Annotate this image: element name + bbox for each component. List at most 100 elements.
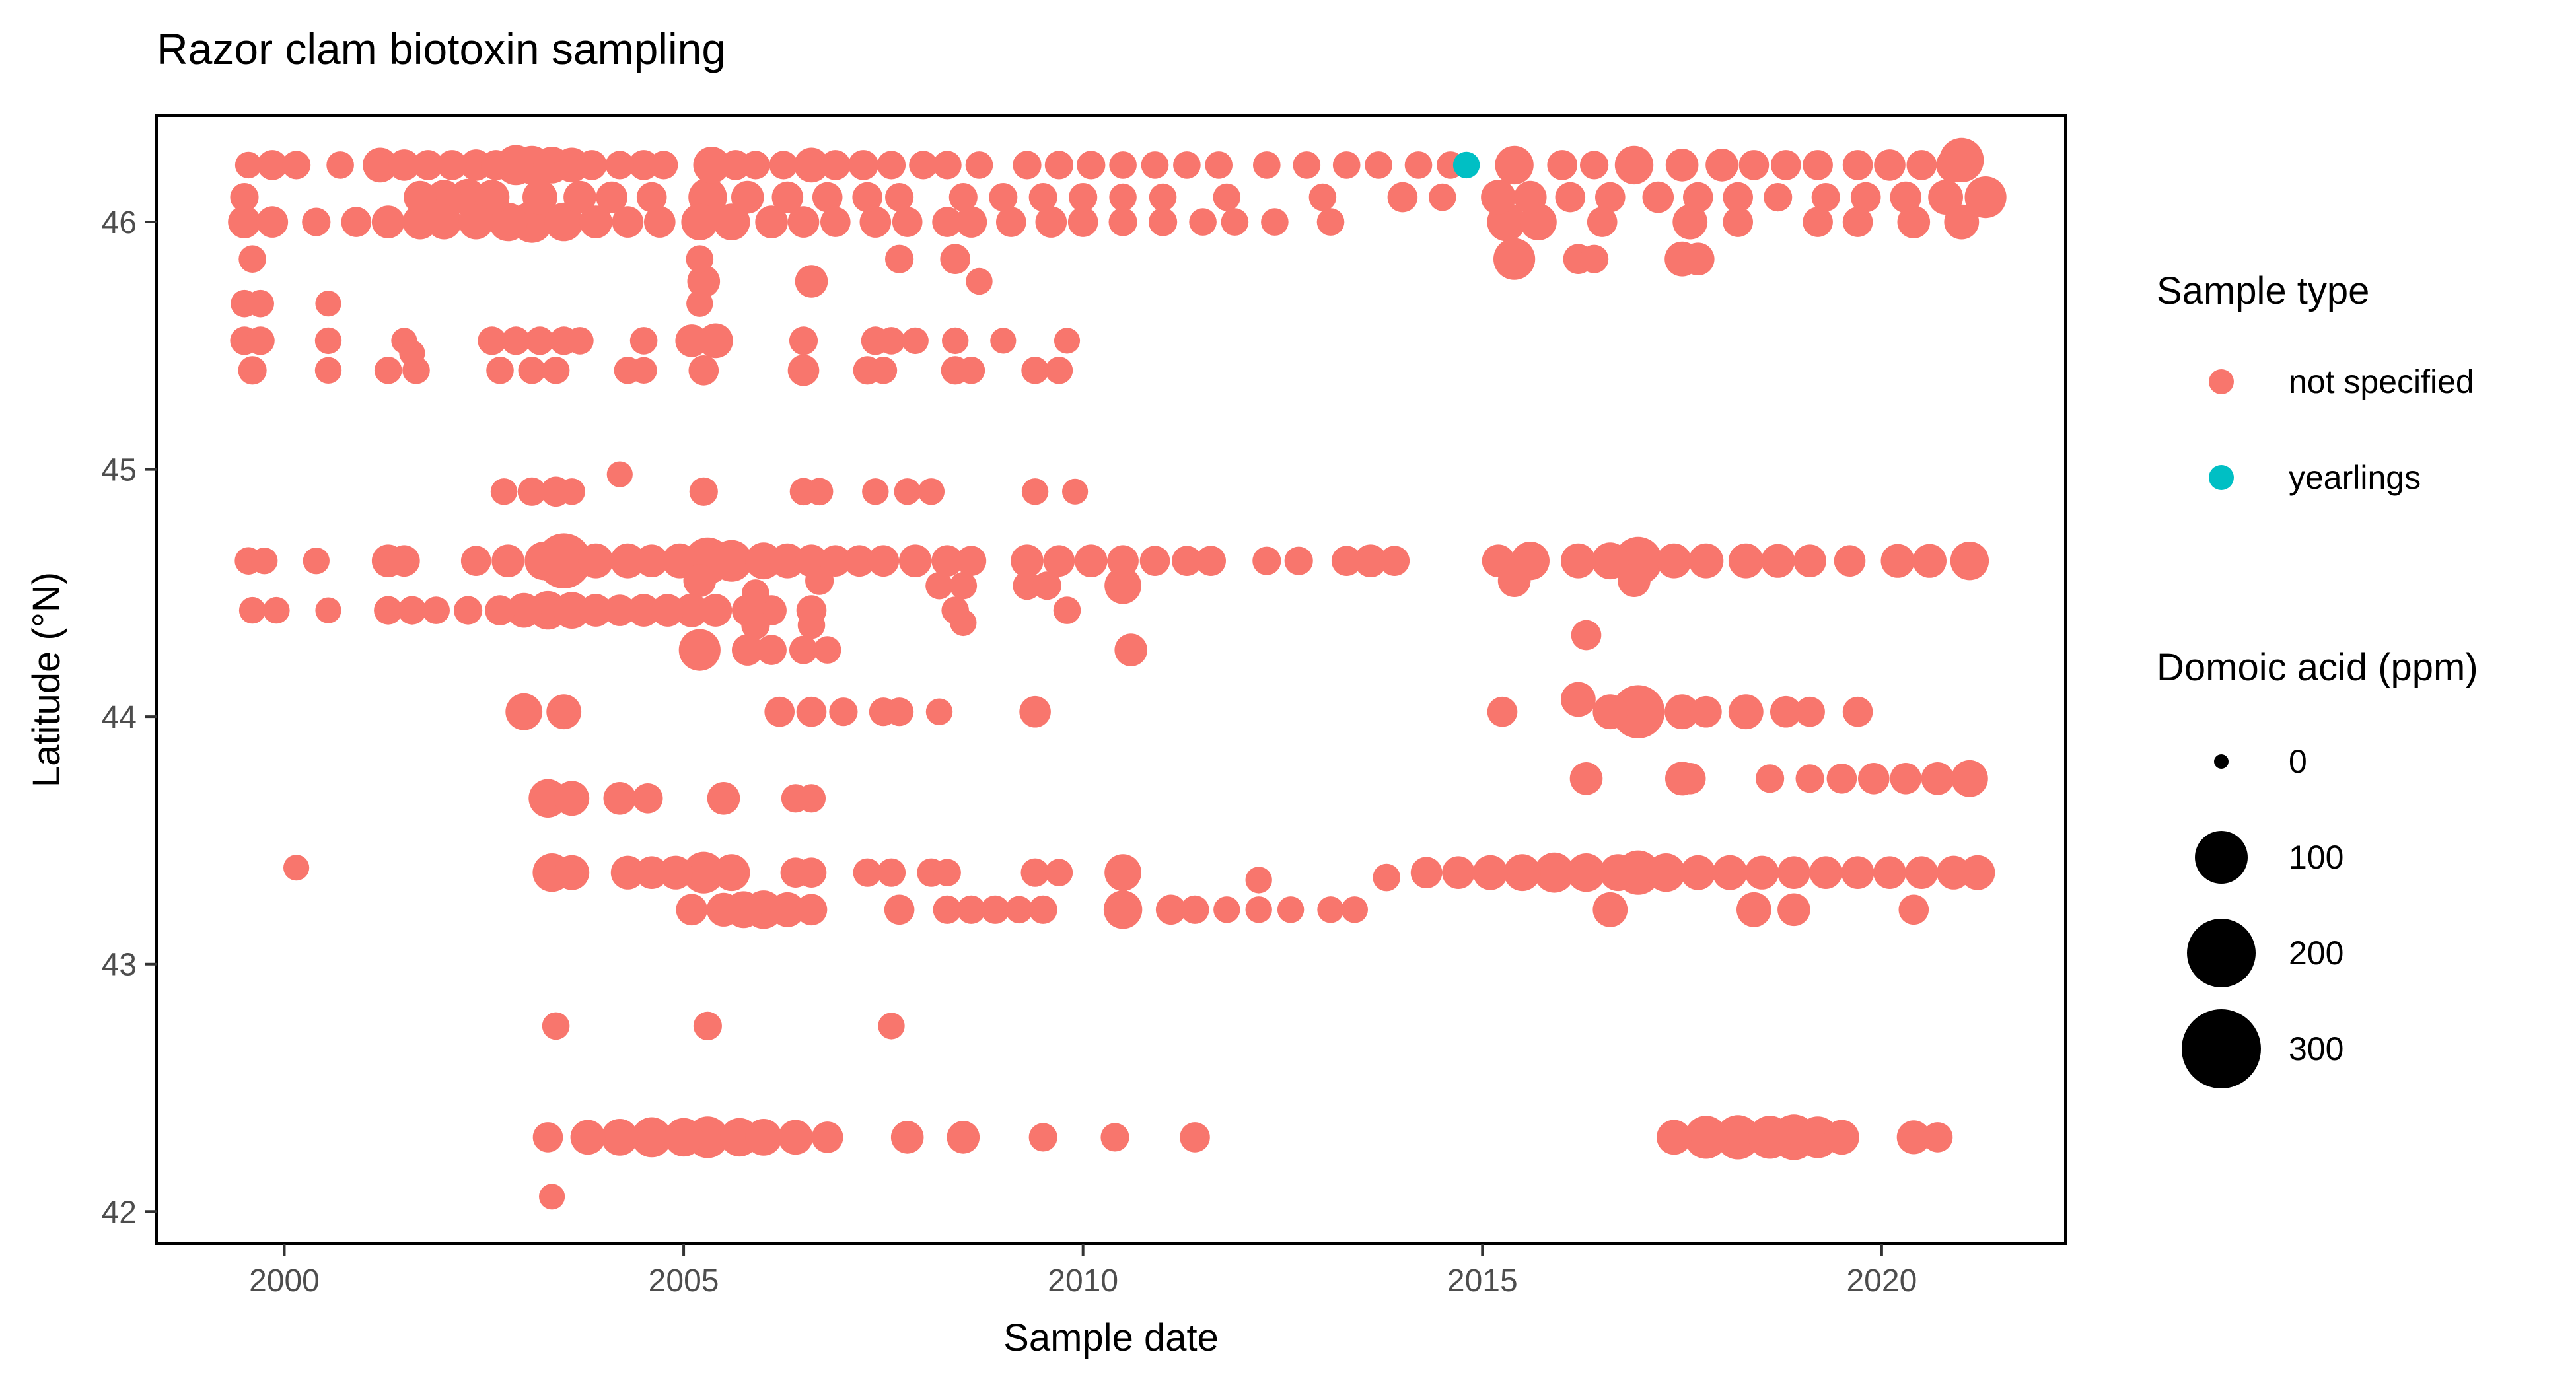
data-point xyxy=(570,1120,606,1155)
legend-size-key xyxy=(2187,919,2256,987)
data-point xyxy=(1897,205,1931,238)
data-point xyxy=(578,543,614,579)
data-point xyxy=(1139,546,1170,576)
data-point xyxy=(867,545,900,577)
data-point xyxy=(234,151,262,179)
data-point xyxy=(764,696,795,727)
data-point xyxy=(505,693,543,730)
data-point xyxy=(1951,760,1988,797)
data-point xyxy=(1075,544,1108,577)
data-point xyxy=(1487,696,1518,727)
data-point xyxy=(606,461,633,487)
data-point xyxy=(1896,1120,1931,1155)
data-point xyxy=(341,207,372,237)
data-point xyxy=(820,545,851,577)
data-point xyxy=(460,546,491,576)
data-point xyxy=(678,629,721,671)
data-point xyxy=(1180,895,1209,924)
data-point xyxy=(579,205,612,238)
data-point xyxy=(1149,183,1177,211)
data-point xyxy=(1481,180,1516,215)
data-point xyxy=(374,596,403,625)
data-point xyxy=(1221,208,1249,236)
data-point xyxy=(848,150,878,180)
data-point xyxy=(263,596,290,624)
data-point xyxy=(1053,596,1081,624)
y-tick-label: 44 xyxy=(102,700,137,735)
data-point xyxy=(554,781,590,816)
data-point xyxy=(885,244,914,273)
data-point xyxy=(1045,859,1073,886)
data-point xyxy=(1811,183,1840,212)
data-point xyxy=(388,149,420,181)
data-point xyxy=(853,858,882,887)
data-point xyxy=(603,782,637,815)
data-point xyxy=(1028,895,1057,924)
data-point xyxy=(1795,696,1825,727)
data-point xyxy=(686,245,714,273)
data-point xyxy=(1672,204,1708,240)
data-point xyxy=(1688,543,1724,579)
data-point xyxy=(942,327,969,355)
data-point xyxy=(1410,857,1443,888)
data-point xyxy=(1756,764,1785,793)
data-point xyxy=(1777,856,1810,889)
data-point xyxy=(1062,478,1089,505)
data-point xyxy=(1354,544,1387,577)
data-point xyxy=(1664,694,1700,730)
data-point xyxy=(627,594,661,627)
data-point xyxy=(553,592,590,629)
data-point xyxy=(246,326,275,355)
data-point xyxy=(636,182,667,213)
data-point xyxy=(1858,763,1890,795)
y-tick-label: 43 xyxy=(102,948,137,983)
data-point xyxy=(1571,620,1602,651)
data-point xyxy=(1684,1116,1728,1159)
data-point xyxy=(1890,763,1921,795)
data-point xyxy=(1705,149,1738,182)
data-point xyxy=(1764,183,1793,212)
data-point xyxy=(852,182,882,213)
data-point xyxy=(787,206,820,238)
data-point xyxy=(756,635,787,665)
data-point xyxy=(1503,854,1541,892)
data-point xyxy=(1404,151,1433,179)
data-point xyxy=(1834,545,1866,577)
data-point xyxy=(558,478,585,505)
data-point xyxy=(1196,546,1226,576)
data-point xyxy=(713,203,750,240)
data-point xyxy=(1580,244,1609,273)
data-point xyxy=(1277,896,1305,923)
data-point xyxy=(1665,149,1699,182)
plot-panel xyxy=(155,114,2067,1245)
data-point xyxy=(1771,150,1801,180)
data-point xyxy=(1850,182,1881,213)
data-point xyxy=(1021,478,1049,505)
data-point xyxy=(1045,357,1073,384)
data-point xyxy=(635,856,668,889)
data-point xyxy=(1595,182,1626,213)
data-point xyxy=(1514,180,1547,214)
data-point xyxy=(1880,544,1915,578)
data-point xyxy=(1020,858,1050,887)
data-point xyxy=(877,327,906,355)
data-point xyxy=(1803,207,1833,237)
data-point xyxy=(1657,1120,1692,1155)
data-point xyxy=(1748,1116,1792,1159)
data-point xyxy=(238,245,266,273)
legend-size-label: 100 xyxy=(2289,839,2343,876)
data-point xyxy=(374,357,402,384)
data-point xyxy=(238,356,267,385)
data-point xyxy=(1618,564,1651,597)
data-point xyxy=(925,571,953,600)
data-point xyxy=(1155,894,1186,925)
data-point xyxy=(948,183,978,212)
data-point xyxy=(949,571,978,600)
data-point xyxy=(501,326,530,355)
data-point xyxy=(1873,856,1906,889)
x-axis-title: Sample date xyxy=(1003,1316,1219,1359)
data-point xyxy=(522,180,557,215)
data-point xyxy=(485,595,515,625)
data-point xyxy=(601,1119,639,1156)
data-point xyxy=(884,894,915,925)
